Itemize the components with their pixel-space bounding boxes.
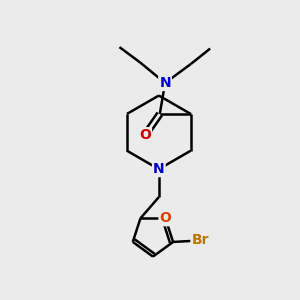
Text: N: N — [159, 76, 171, 90]
Text: O: O — [139, 128, 151, 142]
Text: O: O — [160, 211, 171, 225]
Text: N: N — [153, 162, 165, 176]
Text: Br: Br — [191, 233, 209, 248]
